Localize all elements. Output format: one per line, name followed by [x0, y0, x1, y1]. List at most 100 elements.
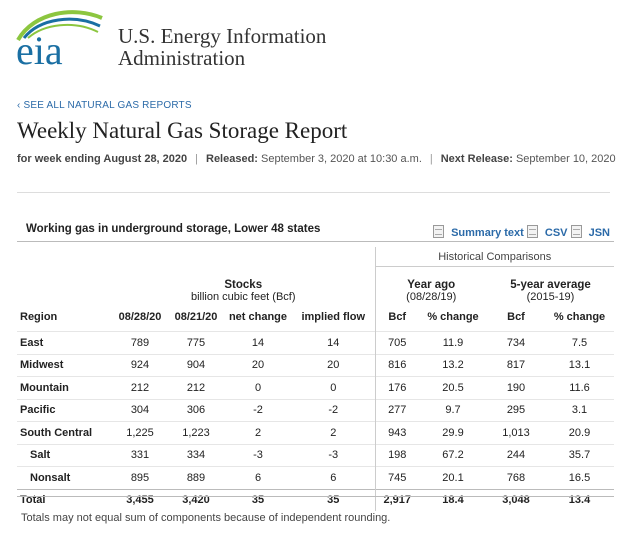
table-cell: 20 [292, 353, 375, 377]
table-cell: 331 [112, 443, 168, 467]
column-header: net change [228, 311, 288, 323]
stocks-header: Stocks billion cubic feet (Bcf) [112, 267, 375, 303]
table-row: Mountain 212 212 0 0 176 20.5 190 11.6 [17, 376, 614, 399]
table-cell: 13.2 [419, 353, 487, 377]
table-cell: 0 [224, 376, 292, 399]
table-cell: 198 [374, 443, 419, 467]
table-row: South Central 1,225 1,223 2 2 943 29.9 1,013 20.… [17, 421, 614, 444]
released-label: Released: [206, 153, 258, 165]
row-label: East [17, 331, 112, 354]
org-line-1: U.S. Energy Information [118, 24, 327, 48]
table-cell: 14 [292, 331, 375, 354]
report-meta: for week ending August 28, 2020 | Released… [17, 153, 616, 165]
table-title: Working gas in underground storage, Lowe… [26, 223, 321, 235]
table-cell: 11.6 [545, 376, 614, 399]
table-cell: 20 [224, 353, 292, 377]
table-cell: 212 [112, 376, 168, 399]
table-cell: 705 [374, 331, 419, 354]
table-cell: 745 [374, 466, 419, 489]
next-release-label: Next Release: [440, 153, 513, 165]
table-cell: 734 [487, 331, 545, 354]
table-cell: 775 [168, 331, 224, 354]
json-link[interactable]: JSN [588, 227, 610, 239]
five-year-title: 5-year average [510, 279, 591, 291]
table-cell: 1,013 [487, 421, 545, 444]
table-cell: 18.4 [419, 488, 487, 511]
table-cell: 904 [168, 353, 224, 377]
table-cell: 7.5 [545, 331, 614, 354]
table-cell: 190 [487, 376, 545, 399]
week-ending: for week ending August 28, 2020 [17, 153, 188, 165]
table-cell: 0 [292, 376, 375, 399]
summary-text-link[interactable]: Summary text [451, 227, 524, 239]
five-year-subtitle: (2015-19) [526, 291, 575, 303]
column-header: % change [427, 311, 479, 323]
table-cell: 3,455 [112, 488, 168, 511]
stocks-subtitle: billion cubic feet (Bcf) [190, 291, 296, 303]
column-header: Bcf [507, 311, 525, 323]
column-header: Bcf [374, 303, 419, 332]
footnote: Totals may not equal sum of components b… [21, 512, 391, 524]
table-cell: 789 [112, 331, 168, 354]
table-cell: 13.1 [545, 353, 614, 377]
table-cell: 306 [168, 398, 224, 422]
table-cell: 768 [487, 466, 545, 489]
table-row: Total 3,455 3,420 35 35 2,917 18.4 3,048 13.4 [17, 488, 614, 511]
table-cell: 14 [224, 331, 292, 354]
next-release-value: September 10, 2020 [515, 153, 616, 165]
table-cell: 3,420 [168, 488, 224, 511]
table-cell: 11.9 [419, 331, 487, 354]
document-icon [433, 225, 445, 238]
table-cell: 924 [112, 353, 168, 377]
column-header: implied flow [301, 311, 366, 323]
org-line-2: Administration [118, 46, 246, 70]
table-cell: 943 [374, 421, 419, 444]
table-row: Salt 331 334 -3 -3 198 67.2 244 35.7 [17, 443, 614, 467]
table-cell: 176 [374, 376, 419, 399]
table-body: East 789 775 14 14 705 11.9 734 7.5 Midwest 924 904… [17, 331, 614, 511]
five-year-header: 5-year average (2015-19) [487, 267, 614, 303]
table-cell: 2 [292, 421, 375, 444]
organization-name: U.S. Energy Information Administration [118, 25, 326, 69]
table-cell: 244 [487, 443, 545, 467]
table-cell: -3 [224, 443, 292, 467]
all-reports-link[interactable]: ‹ SEE ALL NATURAL GAS REPORTS [17, 100, 192, 111]
row-label: Salt [17, 443, 112, 467]
document-icon [526, 225, 538, 238]
table-cell: 895 [112, 466, 168, 489]
row-label: Midwest [17, 353, 112, 377]
table-cell: -2 [224, 398, 292, 422]
table-cell: 16.5 [545, 466, 614, 489]
document-icon [570, 225, 582, 238]
table-cell: 817 [487, 353, 545, 377]
csv-link[interactable]: CSV [544, 227, 568, 239]
historical-comparisons-header: Historical Comparisons [374, 247, 614, 267]
logo-text: eia [16, 28, 63, 68]
table-cell: 212 [168, 376, 224, 399]
column-header: % change [553, 311, 606, 323]
table-cell: 2,917 [374, 488, 419, 511]
year-ago-subtitle: (08/28/19) [406, 291, 457, 303]
column-header: 08/28/20 [118, 311, 162, 323]
table-cell: -2 [292, 398, 375, 422]
table-cell: 334 [168, 443, 224, 467]
page-title: Weekly Natural Gas Storage Report [17, 118, 348, 143]
row-label: Mountain [17, 376, 112, 399]
table-row: East 789 775 14 14 705 11.9 734 7.5 [17, 331, 614, 354]
eia-logo[interactable]: eia [14, 6, 109, 73]
table-cell: 6 [292, 466, 375, 489]
table-cell: 889 [168, 466, 224, 489]
table-row: Midwest 924 904 20 20 816 13.2 817 13.1 [17, 353, 614, 377]
row-label: Nonsalt [17, 466, 112, 489]
row-label: South Central [17, 421, 112, 444]
table-cell: 20.1 [419, 466, 487, 489]
table-top-border [17, 241, 614, 242]
download-links: Summary text CSV JSN [433, 225, 610, 239]
table-cell: 1,223 [168, 421, 224, 444]
table-cell: 29.9 [419, 421, 487, 444]
table-cell: 20.5 [419, 376, 487, 399]
table-cell: 35.7 [545, 443, 614, 467]
year-ago-title: Year ago [407, 279, 456, 291]
table-cell: 295 [487, 398, 545, 422]
table-row: Nonsalt 895 889 6 6 745 20.1 768 16.5 [17, 466, 614, 489]
